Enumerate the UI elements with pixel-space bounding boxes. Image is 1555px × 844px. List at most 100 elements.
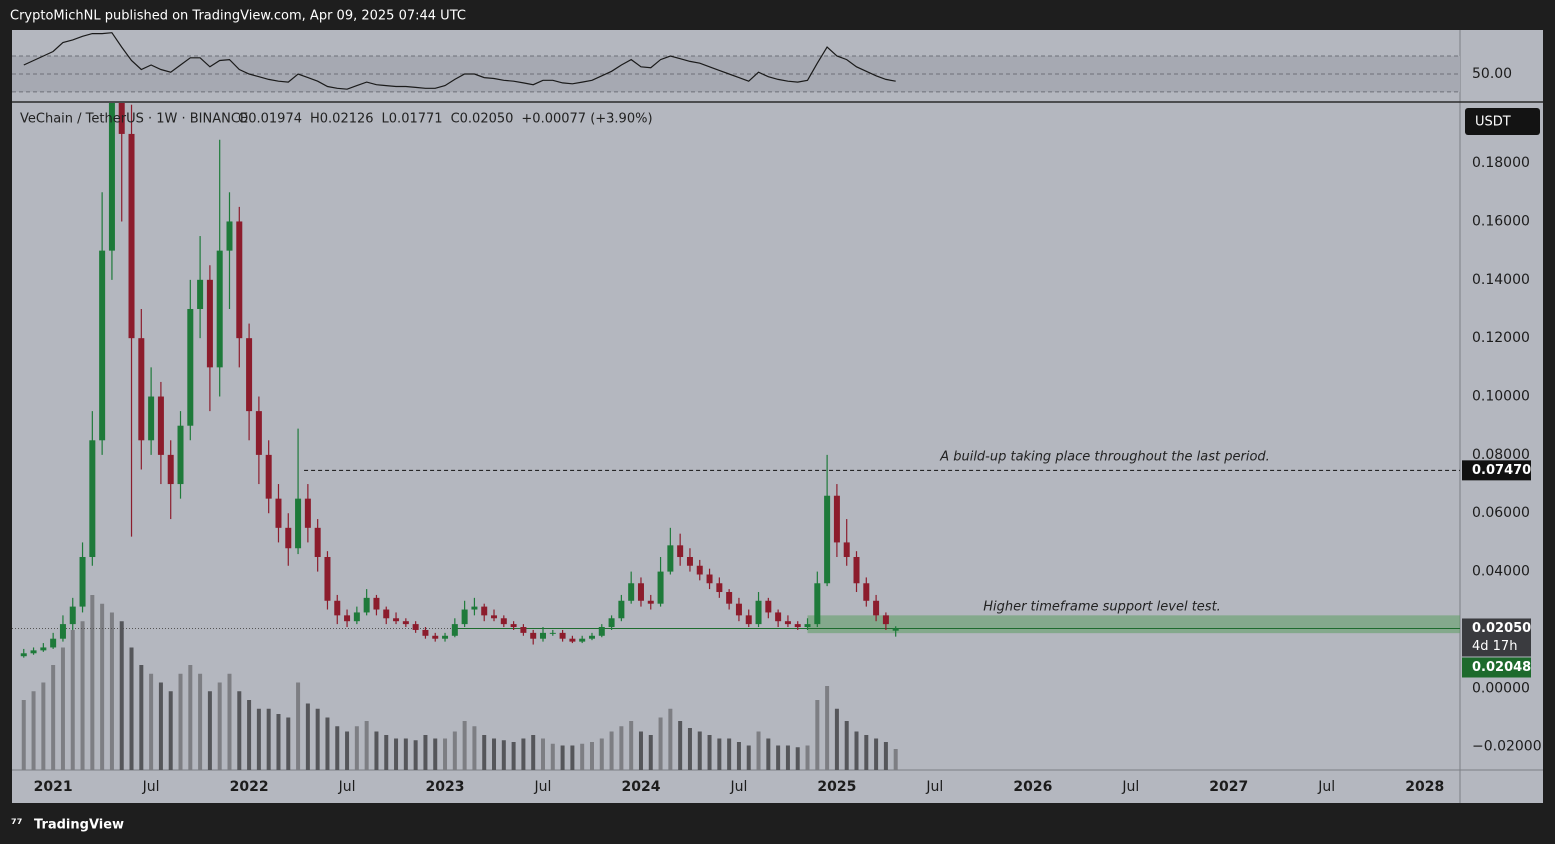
volume-bar	[629, 721, 634, 770]
volume-bar	[139, 665, 144, 770]
volume-bar	[766, 738, 771, 770]
legend-item: +0.00077 (+3.90%)	[521, 112, 652, 127]
volume-bar	[805, 745, 810, 770]
candle-body	[69, 606, 76, 625]
volume-bar	[609, 731, 614, 770]
volume-bar	[80, 621, 85, 770]
candle-body	[20, 653, 27, 657]
last-price-box	[1462, 618, 1531, 657]
candle-body	[471, 606, 478, 610]
x-tick-label: Jul	[142, 779, 160, 795]
x-tick-label: Jul	[534, 779, 552, 795]
candle-body	[647, 600, 654, 604]
candle-body	[206, 279, 213, 368]
candle-body	[461, 609, 468, 625]
candle-body	[500, 618, 507, 625]
volume-bar	[540, 738, 545, 770]
candle-body	[814, 583, 821, 625]
volume-bar	[31, 691, 36, 770]
candle-body	[177, 425, 184, 485]
candle-body	[579, 638, 586, 642]
volume-bar	[364, 721, 369, 770]
volume-bar	[394, 738, 399, 770]
volume-bar	[462, 721, 467, 770]
volume-bar	[60, 647, 65, 770]
candle-body	[559, 632, 566, 639]
volume-bar	[384, 735, 389, 770]
volume-bar	[70, 630, 75, 770]
x-tick-label: 2028	[1405, 779, 1444, 795]
candle-body	[530, 632, 537, 639]
candle-body	[569, 638, 576, 642]
volume-bar	[41, 682, 46, 770]
candle-body	[608, 618, 615, 628]
candle-body	[324, 557, 331, 601]
candle-body	[716, 583, 723, 593]
volume-bar	[305, 703, 310, 770]
candles	[20, 103, 899, 658]
x-tick-label: 2021	[34, 779, 73, 795]
volume-bar	[325, 717, 330, 770]
volume-bar	[599, 738, 604, 770]
candle-body	[804, 624, 811, 628]
y-tick-label: −0.02000	[1472, 739, 1542, 755]
volume-bar	[129, 647, 134, 770]
resistance-label: 0.07470	[1472, 463, 1531, 478]
candle-body	[79, 557, 86, 607]
candle-body	[824, 495, 831, 584]
y-tick-label: 0.08000	[1472, 447, 1530, 463]
x-tick-label: 2023	[426, 779, 465, 795]
candle-body	[549, 632, 556, 634]
volume-bar	[560, 745, 565, 770]
chart-background	[12, 30, 1543, 803]
volume-bar	[795, 747, 800, 770]
candle-body	[598, 627, 605, 636]
candle-body	[118, 103, 125, 134]
volume-bar	[531, 735, 536, 770]
candle-body	[628, 583, 635, 601]
candle-body	[275, 498, 282, 528]
volume-bar	[256, 708, 261, 770]
volume-bar	[354, 726, 359, 770]
candle-body	[334, 600, 341, 616]
currency-box	[1465, 108, 1540, 135]
candle-body	[892, 628, 899, 631]
candle-body	[657, 571, 664, 604]
candle-body	[784, 621, 791, 625]
volume-bar	[874, 738, 879, 770]
candle-body	[59, 624, 66, 639]
volume-bar	[100, 603, 105, 770]
candle-body	[295, 498, 302, 549]
currency: USDT	[1475, 115, 1511, 130]
volume-bar	[374, 731, 379, 770]
candle-body	[843, 542, 850, 558]
volume-bar	[247, 700, 252, 770]
volume-bar	[266, 708, 271, 770]
ohlc-legend: O0.01974 H0.02126 L0.01771 C0.02050 +0.00077…	[238, 112, 653, 127]
y-tick-label: 0.04000	[1472, 564, 1530, 580]
candle-body	[735, 603, 742, 616]
x-tick-label: Jul	[925, 779, 943, 795]
volume-bar	[433, 738, 438, 770]
candle-body	[491, 615, 498, 619]
symbol: VeChain / TetherUS · 1W · BINANCE	[20, 112, 248, 127]
volume-bar	[815, 700, 820, 770]
volume-bar	[482, 735, 487, 770]
volume-bar	[717, 738, 722, 770]
indicator-price-box	[1462, 657, 1531, 678]
candle-body	[794, 624, 801, 628]
candle-body	[667, 545, 674, 572]
candle-body	[128, 133, 135, 339]
volume-bar	[413, 740, 418, 770]
annotation: Higher timeframe support level test.	[983, 600, 1221, 615]
candle-body	[588, 635, 595, 639]
candle-body	[618, 600, 625, 619]
y-tick-label: 0.12000	[1472, 330, 1530, 346]
candle-body	[236, 221, 243, 339]
volume-bar	[423, 735, 428, 770]
candle-body	[422, 629, 429, 636]
candle-body	[226, 221, 233, 251]
candle-body	[148, 396, 155, 441]
volume-bar	[51, 665, 56, 770]
candle-body	[775, 612, 782, 622]
